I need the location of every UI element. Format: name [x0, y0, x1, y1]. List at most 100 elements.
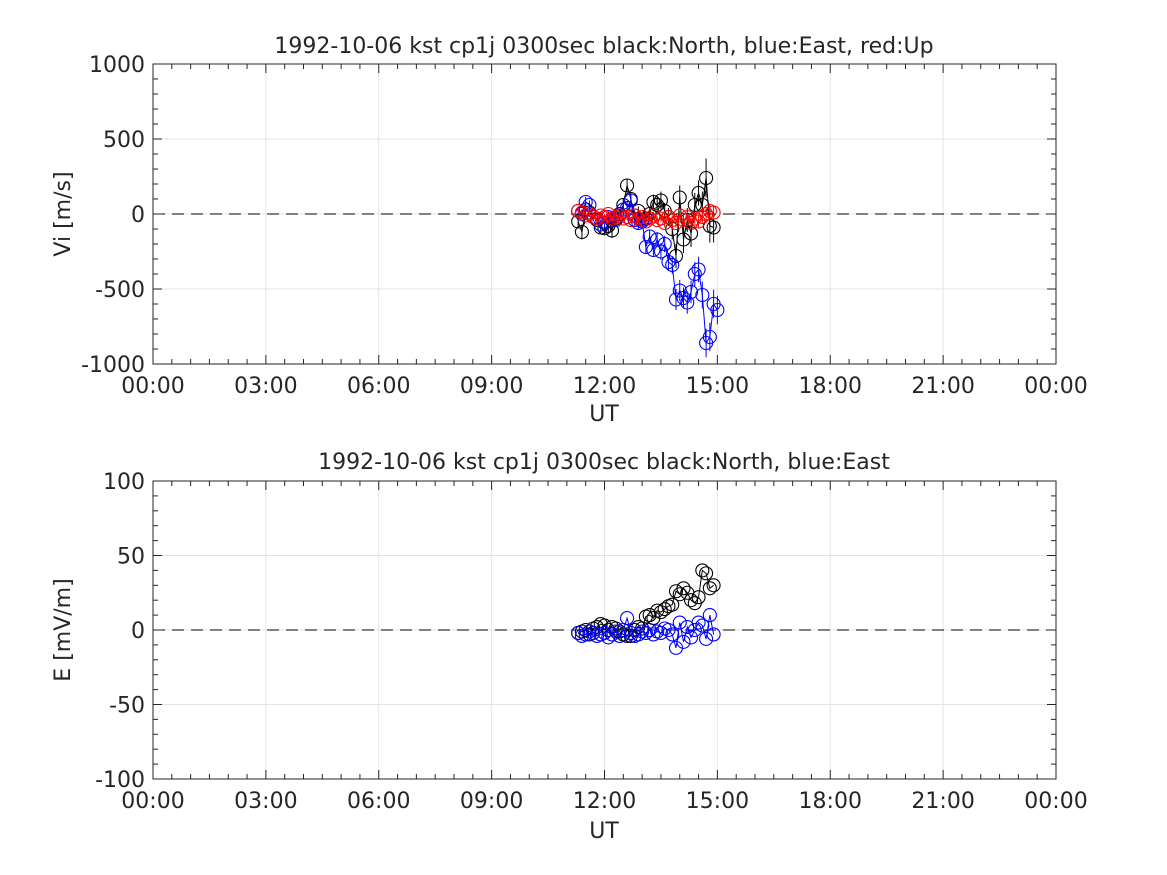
- efield-north-point: [695, 563, 710, 578]
- efield-north-point: [627, 622, 642, 638]
- velocity-up-point: [601, 206, 616, 222]
- velocity-east-point: [683, 284, 699, 300]
- efield-x-tick-label: 09:00: [460, 789, 523, 814]
- efield-x-tick-label: 18:00: [799, 789, 862, 814]
- velocity-east-point: [680, 295, 695, 310]
- efield-east-point: [699, 631, 714, 646]
- efield-x-tick-label: 06:00: [347, 789, 410, 814]
- velocity-x-tick-label: 12:00: [573, 374, 636, 399]
- velocity-x-tick-label: 03:00: [234, 374, 297, 399]
- velocity-east-point: [653, 244, 668, 259]
- efield-east-point: [661, 622, 676, 638]
- efield-east-point: [623, 625, 638, 641]
- efield-chart-title: 1992-10-06 kst cp1j 0300sec black:North,…: [318, 450, 890, 475]
- efield-east-point: [702, 608, 717, 623]
- velocity-up-point: [706, 205, 721, 220]
- velocity-x-tick-label: 06:00: [347, 374, 410, 399]
- efield-east-point: [691, 615, 706, 630]
- velocity-east-point: [695, 287, 710, 303]
- velocity-up-point: [582, 206, 597, 222]
- velocity-up-point: [623, 212, 638, 228]
- efield-x-tick-label: 03:00: [234, 789, 297, 814]
- efield-x-tick-label: 00:00: [1024, 789, 1087, 814]
- efield-ticks: [152, 480, 1057, 780]
- efield-north-point: [702, 581, 717, 596]
- efield-x-tick-label: 15:00: [686, 789, 749, 814]
- efield-north-point: [691, 590, 706, 605]
- efield-north-point: [668, 584, 684, 599]
- velocity-up-point: [665, 212, 680, 228]
- velocity-up-point: [635, 209, 650, 225]
- velocity-up-point: [627, 208, 642, 223]
- velocity-x-tick-label: 09:00: [460, 374, 523, 399]
- velocity-east-point: [710, 302, 725, 318]
- efield-east-point: [695, 618, 710, 633]
- velocity-y-axis-label: Vi [m/s]: [51, 171, 76, 256]
- velocity-east-point: [623, 193, 638, 208]
- velocity-east-point: [672, 283, 687, 298]
- velocity-up-point: [668, 215, 684, 231]
- efield-x-tick-label: 00:00: [121, 789, 184, 814]
- velocity-x-tick-label: 00:00: [121, 374, 184, 399]
- efield-series-north-line: [577, 569, 714, 637]
- efield-x-axis-label: UT: [589, 819, 619, 844]
- velocity-east-point: [687, 266, 702, 282]
- efield-north-point: [665, 597, 680, 612]
- velocity-ticks: [152, 63, 1057, 365]
- velocity-series-up: [571, 203, 721, 231]
- efield-east-point: [608, 624, 623, 639]
- velocity-east-point: [661, 254, 676, 270]
- velocity-east-point: [702, 329, 717, 345]
- efield-east-point: [571, 625, 586, 641]
- velocity-x-tick-label: 00:00: [1024, 374, 1087, 399]
- velocity-north-point: [672, 190, 687, 205]
- efield-x-tick-label: 12:00: [573, 789, 636, 814]
- efield-y-axis-label: E [mV/m]: [51, 578, 76, 681]
- velocity-north-point: [699, 170, 714, 186]
- efield-y-tick-label: 0: [131, 619, 145, 644]
- efield-east-point: [672, 615, 687, 630]
- efield-north-point: [706, 578, 721, 593]
- velocity-up-point: [642, 211, 657, 226]
- velocity-x-axis-label: UT: [589, 402, 619, 427]
- velocity-north-point: [653, 193, 668, 208]
- velocity-up-point: [672, 208, 687, 223]
- velocity-up-point: [676, 212, 691, 228]
- velocity-y-tick-label: -500: [95, 278, 145, 303]
- efield-east-point: [646, 627, 661, 642]
- efield-east-point: [683, 630, 699, 645]
- velocity-north-point: [620, 178, 635, 193]
- electric-field-panel: 1992-10-06 kst cp1j 0300sec black:North,…: [51, 450, 1088, 844]
- efield-east-point: [665, 627, 680, 642]
- efield-north-point: [683, 593, 699, 608]
- efield-series-east-line: [577, 615, 715, 649]
- efield-y-tick-label: -100: [95, 768, 145, 793]
- velocity-east-point: [665, 257, 680, 273]
- velocity-y-tick-label: 500: [103, 128, 145, 153]
- efield-east-point: [638, 625, 653, 641]
- efield-east-point: [597, 625, 612, 641]
- efield-y-tick-label: -50: [109, 694, 145, 719]
- efield-north-point: [601, 622, 616, 638]
- velocity-north-point: [706, 220, 721, 235]
- efield-north-point: [699, 566, 714, 581]
- velocity-east-point: [668, 292, 684, 307]
- velocity-y-tick-label: 1000: [89, 53, 145, 78]
- velocity-up-point: [597, 209, 612, 225]
- velocity-east-point: [638, 239, 653, 255]
- velocity-east-point: [691, 262, 706, 277]
- efield-north-point: [676, 581, 691, 596]
- velocity-north-point: [574, 224, 589, 240]
- efield-north-point: [642, 608, 657, 623]
- velocity-up-point: [653, 211, 668, 226]
- efield-east-point: [676, 634, 691, 649]
- velocity-panel: 1992-10-06 kst cp1j 0300sec black:North,…: [51, 34, 1088, 427]
- velocity-y-tick-label: -1000: [81, 353, 145, 378]
- efield-x-tick-label: 21:00: [911, 789, 974, 814]
- efield-series-east: [571, 608, 721, 655]
- velocity-up-point: [646, 208, 661, 223]
- velocity-series-east-line: [577, 198, 718, 345]
- efield-y-tick-label: 100: [103, 470, 145, 495]
- efield-east-point: [642, 622, 657, 638]
